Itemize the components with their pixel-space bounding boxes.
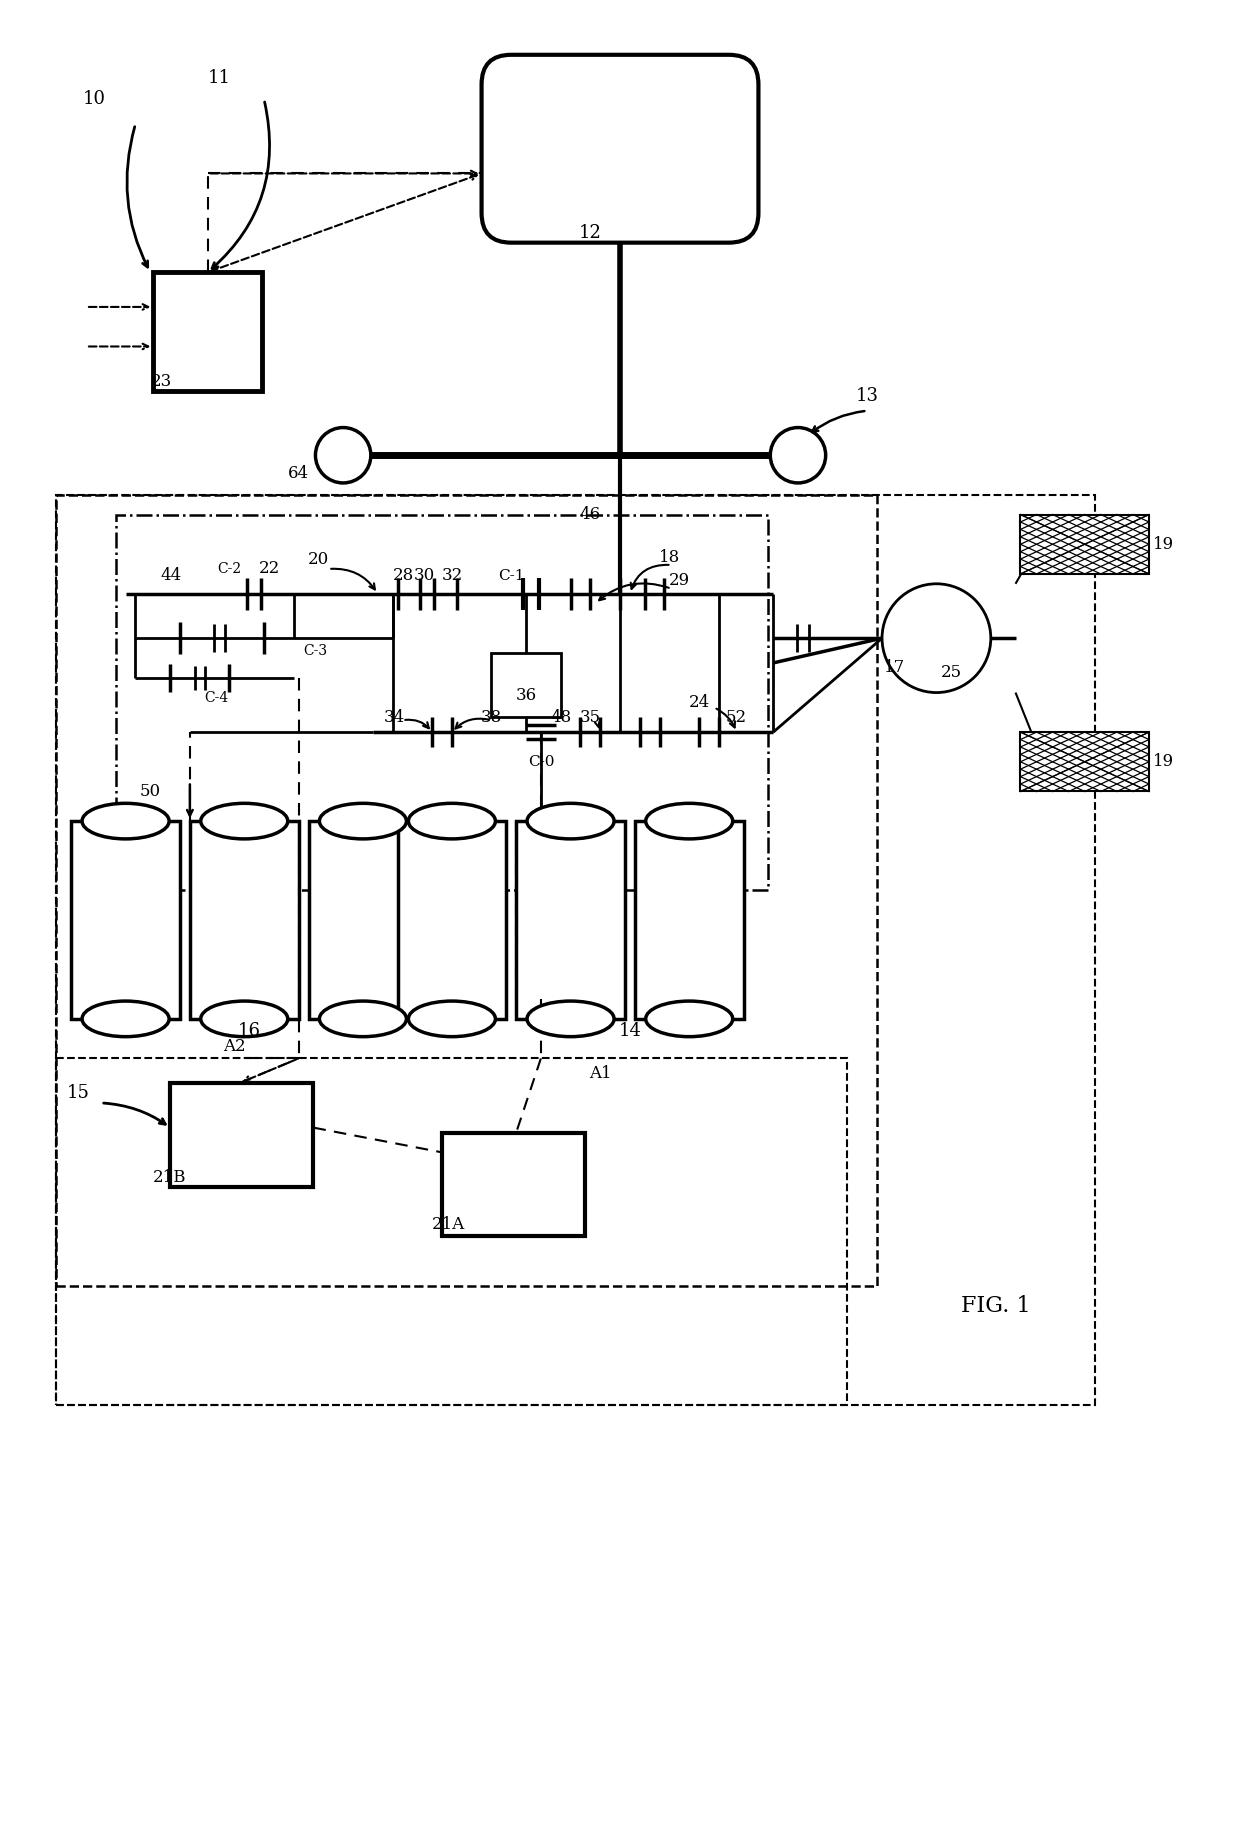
Text: C-3: C-3 bbox=[304, 643, 327, 658]
Text: 36: 36 bbox=[516, 687, 537, 704]
Text: 14: 14 bbox=[619, 1022, 641, 1040]
Text: 32: 32 bbox=[441, 568, 463, 584]
Ellipse shape bbox=[201, 803, 288, 838]
Text: FIG. 1: FIG. 1 bbox=[961, 1294, 1030, 1316]
Text: 15: 15 bbox=[67, 1084, 89, 1103]
Text: 16: 16 bbox=[238, 1022, 260, 1040]
Text: 21B: 21B bbox=[154, 1169, 187, 1186]
Text: C-2: C-2 bbox=[217, 562, 242, 575]
Text: 19: 19 bbox=[1153, 535, 1174, 553]
Text: 13: 13 bbox=[856, 388, 879, 404]
Bar bbox=[398, 822, 506, 1018]
Bar bbox=[170, 1083, 314, 1187]
Ellipse shape bbox=[408, 1002, 496, 1037]
Ellipse shape bbox=[201, 1002, 288, 1037]
Ellipse shape bbox=[527, 1002, 614, 1037]
Ellipse shape bbox=[646, 1002, 733, 1037]
FancyBboxPatch shape bbox=[481, 55, 759, 243]
Bar bbox=[71, 822, 180, 1018]
Circle shape bbox=[882, 584, 991, 693]
Text: 29: 29 bbox=[668, 572, 689, 590]
Text: 17: 17 bbox=[884, 660, 905, 676]
Text: 46: 46 bbox=[580, 505, 601, 524]
Text: 19: 19 bbox=[1153, 754, 1174, 770]
Text: 30: 30 bbox=[414, 568, 435, 584]
Ellipse shape bbox=[320, 803, 407, 838]
Text: 34: 34 bbox=[384, 709, 405, 726]
Text: 20: 20 bbox=[308, 551, 329, 568]
Bar bbox=[56, 494, 877, 1287]
Ellipse shape bbox=[527, 803, 614, 838]
Text: 38: 38 bbox=[481, 709, 502, 726]
Text: 44: 44 bbox=[160, 568, 181, 584]
Text: A1: A1 bbox=[589, 1064, 611, 1083]
Bar bbox=[56, 1059, 847, 1404]
Text: A2: A2 bbox=[223, 1038, 246, 1055]
Circle shape bbox=[770, 428, 826, 483]
Text: 11: 11 bbox=[208, 68, 231, 86]
Text: 48: 48 bbox=[551, 709, 572, 726]
Text: 24: 24 bbox=[688, 695, 709, 711]
Text: C-0: C-0 bbox=[528, 755, 554, 768]
Ellipse shape bbox=[408, 803, 496, 838]
Text: C-4: C-4 bbox=[205, 691, 228, 704]
Bar bbox=[1021, 515, 1149, 573]
Text: 64: 64 bbox=[288, 465, 309, 482]
Bar bbox=[635, 822, 744, 1018]
Text: 10: 10 bbox=[82, 90, 105, 108]
Ellipse shape bbox=[82, 803, 169, 838]
Text: C-1: C-1 bbox=[498, 570, 525, 583]
Text: 18: 18 bbox=[658, 548, 680, 566]
Text: 35: 35 bbox=[580, 709, 601, 726]
Ellipse shape bbox=[320, 1002, 407, 1037]
Bar bbox=[441, 1132, 585, 1237]
Circle shape bbox=[315, 428, 371, 483]
Bar bbox=[56, 494, 1095, 1404]
Bar bbox=[309, 822, 418, 1018]
Text: 12: 12 bbox=[579, 224, 601, 243]
Ellipse shape bbox=[82, 1002, 169, 1037]
Text: 23: 23 bbox=[150, 373, 171, 390]
Bar bbox=[1021, 732, 1149, 792]
Ellipse shape bbox=[646, 803, 733, 838]
Bar bbox=[115, 515, 769, 890]
Bar bbox=[516, 822, 625, 1018]
Text: 21A: 21A bbox=[432, 1217, 465, 1233]
Text: 25: 25 bbox=[941, 664, 962, 682]
Bar bbox=[190, 822, 299, 1018]
Text: 22: 22 bbox=[258, 561, 279, 577]
Text: 52: 52 bbox=[727, 709, 748, 726]
Text: 28: 28 bbox=[393, 568, 414, 584]
Text: 50: 50 bbox=[140, 783, 161, 800]
Bar bbox=[154, 272, 262, 391]
Bar bbox=[491, 652, 560, 717]
